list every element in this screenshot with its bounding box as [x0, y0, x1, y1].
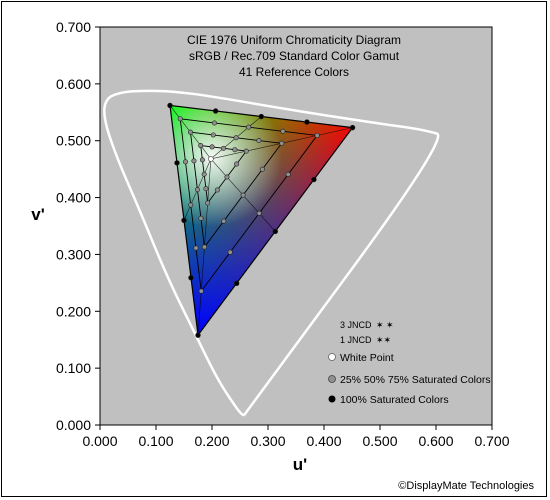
- plot-area: [99, 26, 493, 426]
- title-line-1: CIE 1976 Uniform Chromaticity Diagram: [187, 33, 401, 47]
- y-axis-label: v': [31, 205, 45, 224]
- legend-white-point: White Point: [340, 352, 394, 364]
- x-axis-label: u': [293, 455, 307, 474]
- partial-saturation-marker: [227, 249, 233, 255]
- legend-partial: 25% 50% 75% Saturated Colors: [340, 374, 491, 386]
- partial-saturation-marker: [285, 171, 291, 177]
- partial-saturation-marker: [214, 187, 220, 193]
- partial-saturation-marker: [188, 202, 194, 208]
- legend-jncd-3: 3 JNCD: [340, 320, 372, 330]
- chart-title: CIE 1976 Uniform Chromaticity Diagram sR…: [187, 33, 401, 79]
- title-line-2: sRGB / Rec.709 Standard Color Gamut: [189, 49, 400, 63]
- credit-text: ©DisplayMate Technologies: [398, 480, 534, 492]
- partial-saturation-marker: [182, 159, 188, 165]
- y-tick-label: 0.200: [56, 303, 91, 319]
- partial-saturation-marker: [187, 129, 193, 135]
- partial-saturation-marker: [220, 145, 226, 151]
- axes: [95, 26, 493, 430]
- partial-saturation-marker: [314, 132, 320, 138]
- y-tick-label: 0.500: [56, 133, 91, 149]
- full-saturation-marker: [188, 275, 194, 281]
- partial-saturation-marker: [211, 120, 217, 126]
- legend-jncd-1-symbol: ✶✶: [376, 335, 391, 345]
- partial-saturation-marker: [209, 144, 215, 150]
- full-saturation-marker: [272, 228, 278, 235]
- partial-saturation-marker: [240, 192, 246, 198]
- partial-saturation-marker: [224, 174, 230, 180]
- legend: 3 JNCD ✶ ✶ 1 JNCD ✶✶ White Point 25% 50%…: [328, 320, 491, 406]
- full-saturation-marker: [167, 102, 173, 109]
- legend-partial-marker: [328, 375, 336, 383]
- reference-colors: [167, 102, 356, 338]
- full-saturation-marker: [304, 119, 310, 125]
- full-saturation-marker: [212, 108, 219, 114]
- partial-saturation-marker: [198, 288, 204, 294]
- partial-saturation-marker: [259, 166, 265, 172]
- partial-saturation-marker: [199, 157, 205, 163]
- spectral-locus: [103, 89, 440, 417]
- full-saturation-marker: [174, 160, 180, 166]
- legend-jncd-1: 1 JNCD: [340, 335, 372, 345]
- legend-full: 100% Saturated Colors: [340, 394, 449, 406]
- partial-saturation-marker: [177, 116, 183, 122]
- x-tick-label: 0.000: [82, 433, 117, 449]
- partial-saturation-marker: [279, 140, 285, 146]
- partial-saturation-marker: [221, 218, 227, 224]
- partial-saturation-marker: [198, 215, 204, 221]
- x-tick-label: 0.100: [138, 433, 173, 449]
- legend-full-marker: [328, 395, 336, 403]
- legend-jncd-3-symbol: ✶ ✶: [376, 320, 394, 330]
- partial-saturation-marker: [198, 143, 204, 149]
- partial-saturation-marker: [205, 200, 211, 206]
- gamut-triangle: [169, 104, 354, 337]
- partial-saturation-marker: [233, 135, 239, 141]
- x-tick-label: 0.400: [306, 433, 341, 449]
- x-tick-label: 0.500: [362, 433, 397, 449]
- x-tick-label: 0.600: [418, 433, 453, 449]
- partial-saturation-marker: [232, 147, 238, 153]
- y-tick-labels: 0.000 0.100 0.200 0.300 0.400 0.500 0.600 0.700: [56, 19, 91, 433]
- full-saturation-marker: [195, 332, 201, 338]
- partial-saturation-marker: [243, 148, 249, 154]
- full-saturation-marker: [311, 176, 317, 183]
- legend-white-point-marker: [328, 353, 336, 361]
- partial-saturation-marker: [193, 245, 199, 251]
- y-tick-label: 0.100: [56, 360, 91, 376]
- partial-saturation-marker: [256, 138, 262, 144]
- x-tick-label: 0.700: [474, 433, 509, 449]
- full-saturation-marker: [258, 113, 264, 120]
- partial-saturation-marker: [194, 187, 200, 193]
- partial-saturation-marker: [203, 186, 209, 192]
- partial-saturation-marker: [210, 132, 216, 138]
- title-line-3: 41 Reference Colors: [239, 65, 349, 79]
- y-tick-label: 0.300: [56, 246, 91, 262]
- y-tick-label: 0.400: [56, 190, 91, 206]
- partial-saturation-marker: [201, 171, 207, 177]
- partial-saturation-marker: [280, 128, 286, 134]
- y-tick-label: 0.600: [56, 76, 91, 92]
- partial-saturation-marker: [256, 210, 262, 216]
- full-saturation-marker: [181, 217, 187, 224]
- full-saturation-marker: [349, 124, 356, 131]
- partial-saturation-marker: [201, 244, 207, 250]
- x-tick-label: 0.300: [250, 433, 285, 449]
- partial-saturation-marker: [191, 158, 197, 164]
- x-tick-labels: 0.000 0.100 0.200 0.300 0.400 0.500 0.600 0.700: [82, 433, 509, 449]
- x-tick-label: 0.200: [194, 433, 229, 449]
- white-point-marker: [208, 156, 214, 162]
- gamut-fill-white: [170, 105, 353, 336]
- partial-saturation-marker: [234, 161, 240, 167]
- y-tick-label: 0.000: [56, 417, 91, 433]
- partial-saturation-marker: [246, 124, 252, 130]
- y-tick-label: 0.700: [56, 19, 91, 35]
- full-saturation-marker: [233, 280, 240, 286]
